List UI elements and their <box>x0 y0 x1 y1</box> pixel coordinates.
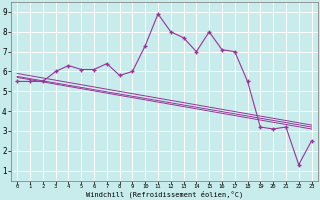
X-axis label: Windchill (Refroidissement éolien,°C): Windchill (Refroidissement éolien,°C) <box>86 190 243 198</box>
